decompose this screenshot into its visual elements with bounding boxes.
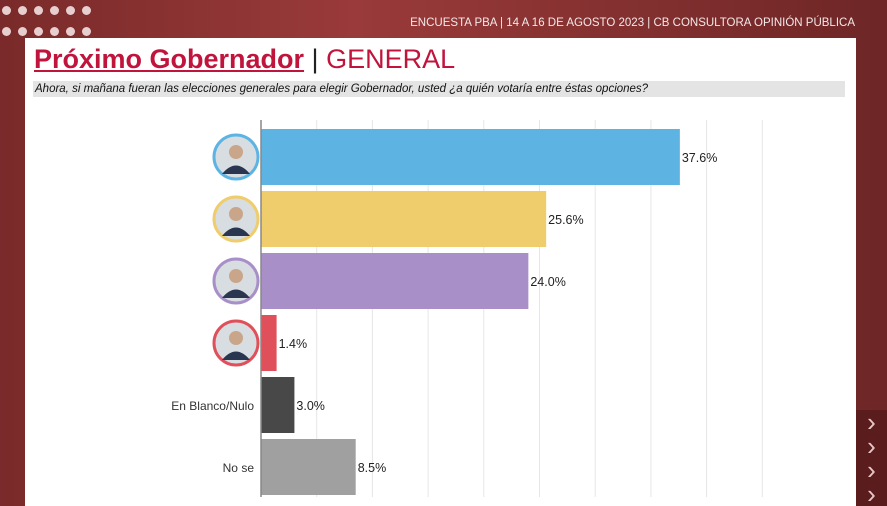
page-title: Próximo Gobernador | GENERAL (34, 44, 455, 75)
chart-panel: Próximo Gobernador | GENERAL Ahora, si m… (25, 38, 856, 506)
decorative-dots (2, 6, 98, 36)
question-text: Ahora, si mañana fueran las elecciones g… (33, 81, 845, 97)
survey-header: ENCUESTA PBA | 14 A 16 DE AGOSTO 2023 | … (410, 17, 855, 29)
title-sub: GENERAL (326, 44, 456, 74)
zigzag-decoration: › › › › (856, 410, 887, 506)
title-separator: | (304, 44, 327, 74)
title-main: Próximo Gobernador (34, 44, 305, 74)
